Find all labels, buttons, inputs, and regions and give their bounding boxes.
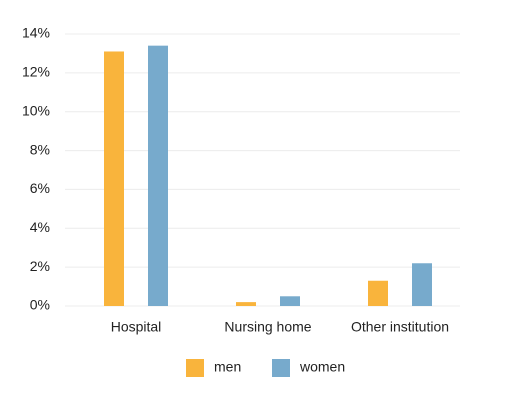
x-tick-label: Other institution (351, 319, 449, 335)
y-tick-label: 10% (22, 102, 50, 118)
y-tick-label: 12% (22, 64, 50, 80)
legend-swatch (186, 359, 204, 377)
legend-swatch (272, 359, 290, 377)
legend-label: men (214, 359, 241, 375)
bar (368, 280, 388, 306)
x-tick-label: Hospital (111, 319, 162, 335)
legend-label: women (299, 359, 345, 375)
y-tick-label: 8% (30, 141, 50, 157)
bar (412, 263, 432, 306)
y-tick-label: 4% (30, 219, 50, 235)
bar (236, 302, 256, 306)
y-tick-label: 14% (22, 25, 50, 41)
bar (280, 296, 300, 306)
y-tick-label: 2% (30, 258, 50, 274)
y-tick-label: 6% (30, 180, 50, 196)
bar (104, 51, 124, 306)
bar (148, 45, 168, 307)
y-tick-label: 0% (30, 297, 50, 313)
x-tick-label: Nursing home (224, 319, 311, 335)
